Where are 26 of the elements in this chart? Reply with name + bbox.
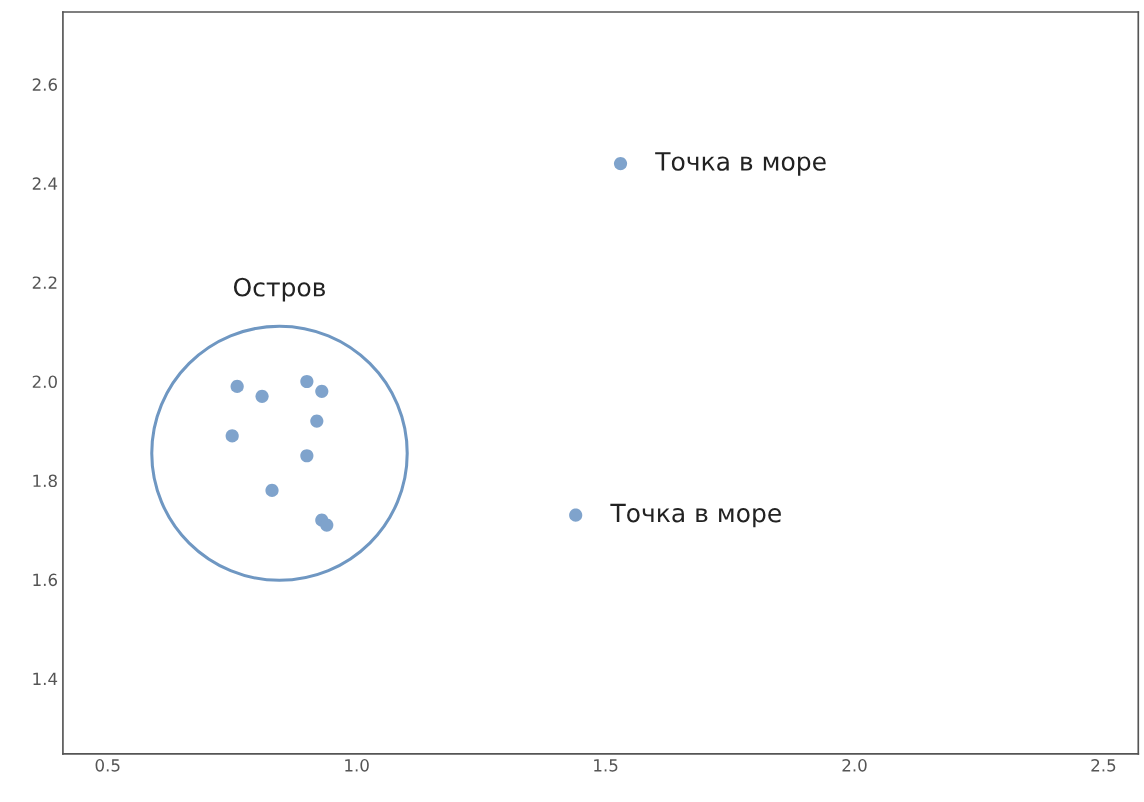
point [300,449,314,463]
point [315,384,329,398]
x-tick-label: 2.0 [842,759,867,772]
x-tick-label: 2.5 [1091,759,1116,772]
point [255,389,269,403]
y-tick-label: 2.2 [32,276,57,289]
y-tick-label: 2.6 [32,78,58,91]
point [230,379,244,394]
point [265,483,279,498]
point [320,518,334,532]
y-tick-label: 1.4 [33,672,58,685]
y-tick-label: 1.6 [33,573,58,587]
y-tick-label: 2.0 [32,375,57,389]
point [613,156,628,171]
y-tick-label: 1.8 [33,474,57,488]
point [225,429,239,443]
point [569,508,583,522]
annotation: Точка в море [610,503,781,528]
annotation: Точка в море [655,152,826,176]
x-tick-label: 1.5 [594,759,618,772]
point [300,374,314,389]
x-tick-label: 1.0 [345,759,369,772]
y-tick-label: 2.4 [32,177,58,190]
point [310,414,324,428]
x-tick-label: 0.5 [95,759,120,772]
annotation: Остров [233,277,325,302]
